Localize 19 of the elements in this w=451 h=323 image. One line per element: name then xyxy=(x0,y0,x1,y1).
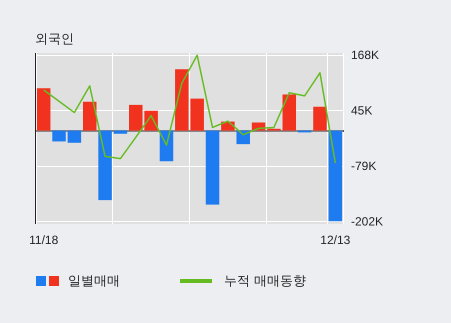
bar xyxy=(328,130,342,222)
x-tick-label: 11/18 xyxy=(29,233,59,247)
bar xyxy=(175,69,189,131)
bar xyxy=(190,98,204,131)
y-tick-label: 168K xyxy=(351,48,380,62)
line-series xyxy=(42,54,336,164)
y-tick-label: 45K xyxy=(351,103,372,118)
bar xyxy=(129,104,143,131)
chart-title: 외국인 xyxy=(35,32,74,47)
bar xyxy=(36,88,50,131)
y-tick-label: -202K xyxy=(351,214,384,229)
legend-label: 일별매매 xyxy=(68,273,120,290)
legend-label: 누적 매매동향 xyxy=(224,273,306,290)
y-tick-label: -79K xyxy=(351,159,376,174)
x-tick-label: 12/13 xyxy=(320,233,351,247)
bar xyxy=(206,130,220,205)
bar xyxy=(282,94,296,131)
bar xyxy=(82,102,96,131)
bar xyxy=(313,106,327,131)
